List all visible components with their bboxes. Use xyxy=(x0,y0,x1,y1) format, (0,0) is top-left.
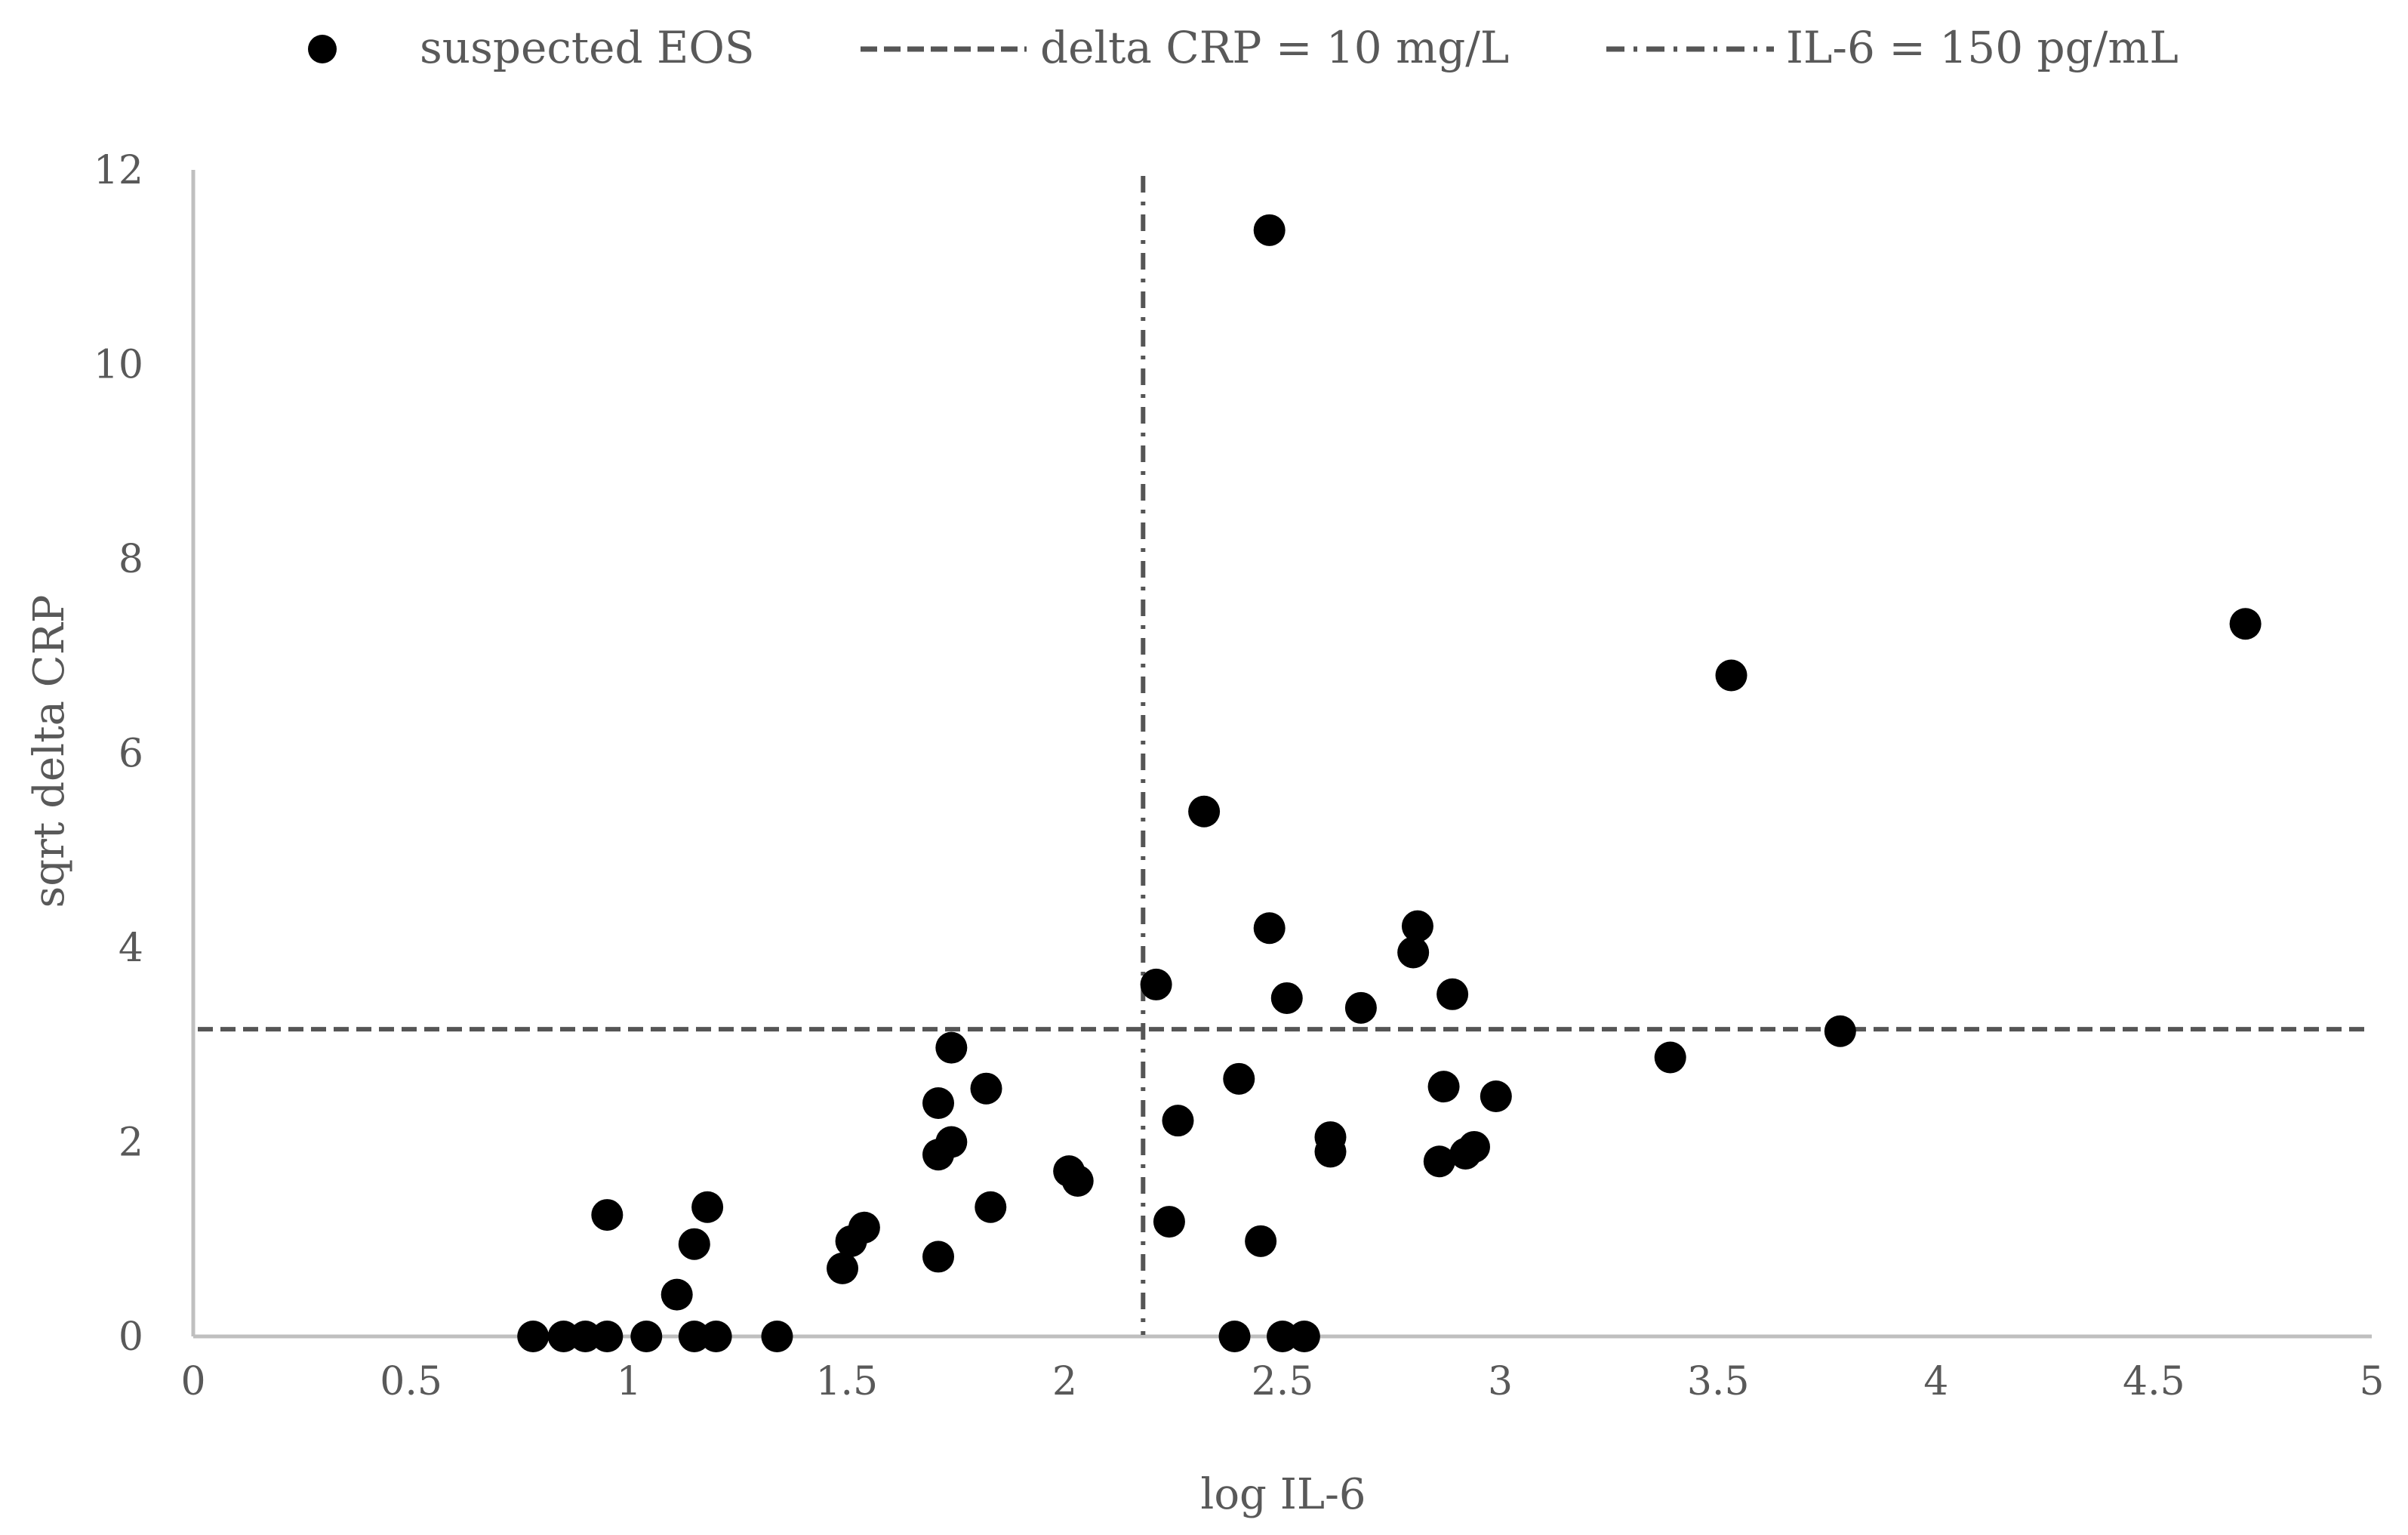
y-tick-label: 8 xyxy=(119,537,143,582)
x-tick-label: 2 xyxy=(1052,1359,1077,1404)
data-point xyxy=(1427,1071,1460,1103)
data-point xyxy=(1480,1080,1512,1112)
data-point xyxy=(678,1321,710,1352)
y-tick-label: 12 xyxy=(94,148,143,193)
data-point xyxy=(517,1321,550,1352)
data-point xyxy=(1436,978,1469,1010)
data-point xyxy=(1140,968,1172,1000)
data-point xyxy=(1188,795,1221,828)
data-point xyxy=(1223,1062,1255,1095)
data-point xyxy=(591,1199,624,1231)
y-tick-labels: 0 2 4 6 8 10 12 xyxy=(94,148,143,1360)
data-point xyxy=(935,1126,968,1158)
legend-label-delta-crp: delta CRP = 10 mg/L xyxy=(1040,22,1509,73)
data-point xyxy=(1401,910,1433,942)
data-point xyxy=(1061,1165,1094,1197)
data-point xyxy=(1153,1206,1185,1238)
y-tick-label: 6 xyxy=(119,732,143,777)
data-point xyxy=(1270,982,1303,1014)
data-point xyxy=(935,1031,968,1064)
y-tick-label: 2 xyxy=(119,1120,143,1166)
x-tick-label: 5 xyxy=(2359,1359,2384,1404)
x-tick-label: 0 xyxy=(180,1359,205,1404)
x-tick-label: 3.5 xyxy=(1687,1359,1750,1404)
legend: suspected EOS delta CRP = 10 mg/L IL-6 =… xyxy=(308,22,2179,73)
y-tick-label: 4 xyxy=(119,926,143,971)
data-point xyxy=(1423,1145,1455,1178)
legend-label-il6: IL-6 = 150 pg/mL xyxy=(1786,22,2179,73)
data-point xyxy=(1245,1225,1277,1257)
x-tick-label: 2.5 xyxy=(1252,1359,1314,1404)
data-point xyxy=(630,1321,663,1352)
x-tick-label: 4 xyxy=(1923,1359,1948,1404)
x-tick-label: 0.5 xyxy=(380,1359,442,1404)
data-point xyxy=(1162,1105,1194,1137)
y-axis-title: sqrt delta CRP xyxy=(25,595,74,908)
data-point xyxy=(691,1191,724,1223)
data-point xyxy=(700,1321,732,1352)
x-tick-label: 3 xyxy=(1488,1359,1513,1404)
x-tick-label: 4.5 xyxy=(2123,1359,2185,1404)
x-tick-labels: 0 0.5 1 1.5 2 2.5 3 3.5 4 4.5 5 xyxy=(180,1359,2384,1404)
data-point xyxy=(2229,608,2262,640)
data-point xyxy=(1397,936,1430,969)
scatter-points xyxy=(517,214,2262,1352)
data-point xyxy=(1458,1130,1490,1163)
data-point xyxy=(591,1321,624,1352)
legend-marker-suspected-eos xyxy=(308,35,337,63)
data-point xyxy=(761,1321,793,1352)
data-point xyxy=(970,1072,1002,1105)
data-point xyxy=(1288,1321,1320,1352)
data-point xyxy=(1715,659,1747,692)
data-point xyxy=(569,1321,602,1352)
data-point xyxy=(678,1228,710,1260)
data-point xyxy=(975,1191,1007,1223)
data-point xyxy=(661,1278,693,1311)
data-point xyxy=(1314,1136,1347,1168)
data-point xyxy=(848,1211,880,1244)
data-point xyxy=(827,1252,859,1284)
data-point xyxy=(922,1241,955,1273)
data-point xyxy=(1253,912,1286,945)
data-point xyxy=(1344,991,1377,1024)
data-point xyxy=(547,1321,580,1352)
x-axis-title: log IL-6 xyxy=(1200,1470,1366,1519)
x-tick-label: 1 xyxy=(617,1359,642,1404)
data-point xyxy=(1218,1321,1251,1352)
y-tick-label: 10 xyxy=(94,343,143,388)
data-point xyxy=(1253,214,1286,246)
data-point xyxy=(922,1087,955,1119)
y-tick-label: 0 xyxy=(119,1315,143,1360)
x-tick-label: 1.5 xyxy=(815,1359,878,1404)
legend-label-suspected-eos: suspected EOS xyxy=(420,22,755,73)
data-point xyxy=(1654,1041,1686,1074)
data-point xyxy=(1267,1321,1298,1352)
data-point xyxy=(1824,1015,1856,1047)
